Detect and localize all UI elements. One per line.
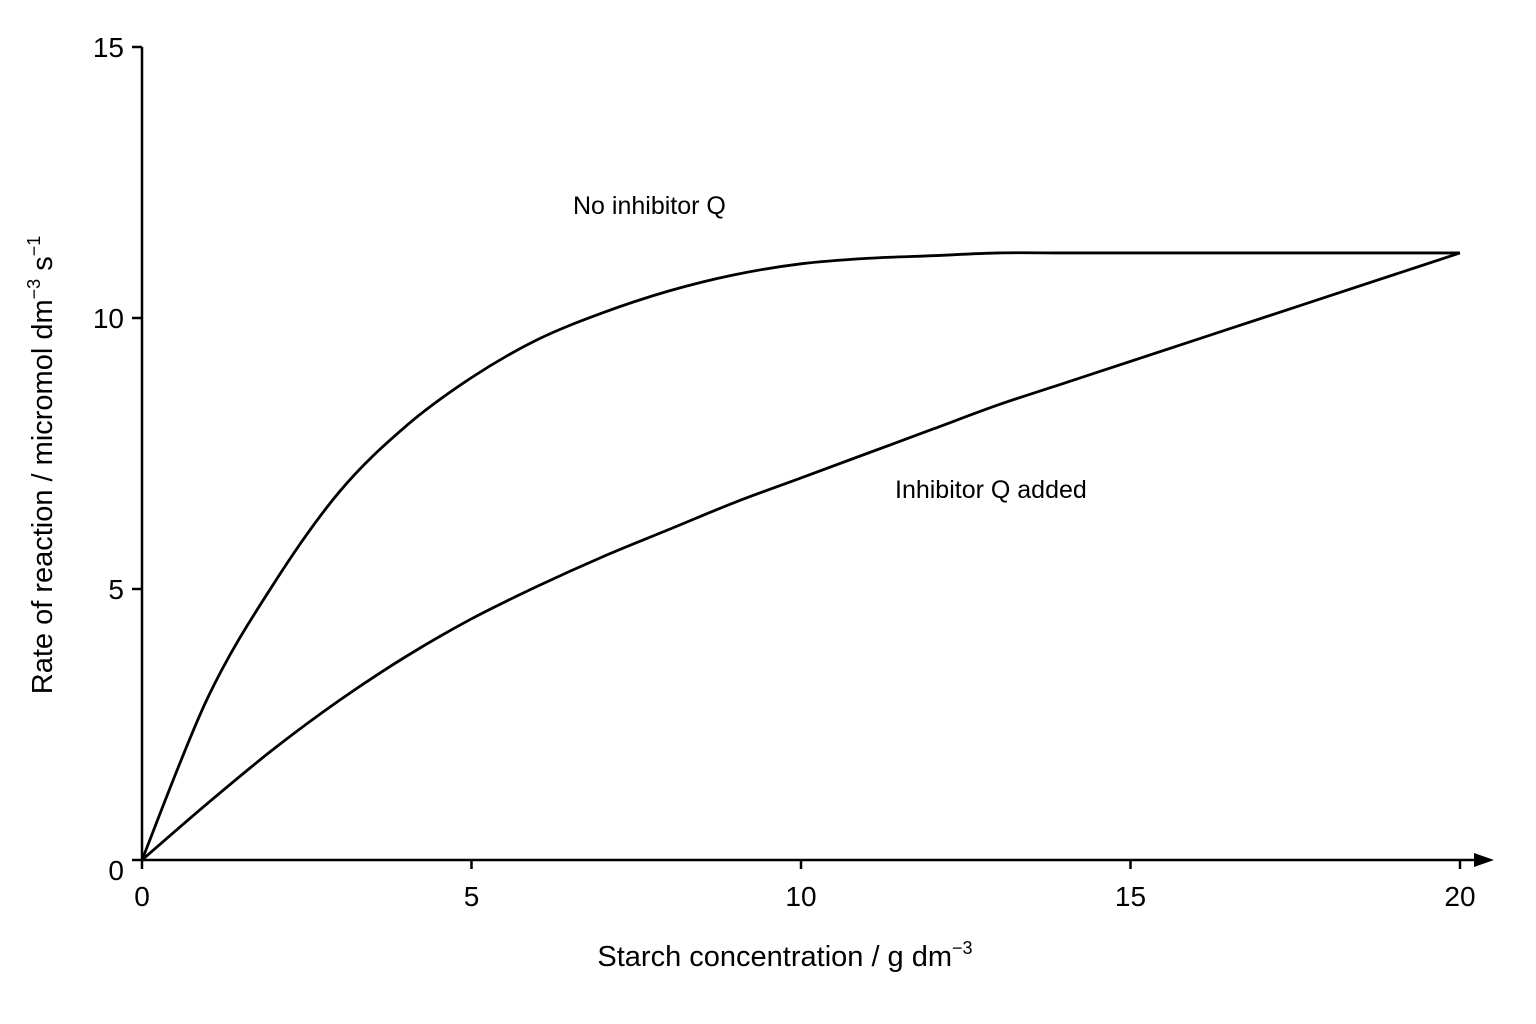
x-tick-label: 15 (1115, 881, 1146, 912)
x-axis-title-superscript: −3 (952, 938, 973, 958)
y-tick-label: 0 (108, 855, 124, 886)
y-axis-title-superscript-2: −1 (24, 236, 44, 257)
series-curves (140, 251, 1461, 862)
x-tick-label: 5 (464, 881, 480, 912)
x-ticks: 0 5 10 15 20 (134, 860, 1476, 912)
y-axis-title-unit: s (27, 256, 59, 279)
x-tick-label: 10 (785, 881, 816, 912)
y-tick-label: 15 (93, 32, 124, 63)
y-tick-label: 10 (93, 303, 124, 334)
x-axis-title: Starch concentration / g dm−3 (597, 938, 972, 973)
y-axis-title-main: Rate of reaction / micromol dm (27, 299, 59, 694)
x-tick-label: 0 (134, 881, 150, 912)
x-axis-title-main: Starch concentration / g dm (597, 941, 952, 973)
x-axis-arrowhead (1474, 853, 1494, 867)
y-axis-title-superscript-1: −3 (24, 279, 44, 300)
series-label-inhibitor-added: Inhibitor Q added (895, 476, 1087, 504)
series-label-no-inhibitor: No inhibitor Q (573, 192, 726, 220)
axes (140, 47, 1494, 867)
curve-no-inhibitor (140, 251, 1460, 861)
y-tick-label: 5 (108, 574, 124, 605)
y-ticks: 0 5 10 15 (93, 32, 142, 886)
y-axis-title: Rate of reaction / micromol dm−3 s−1 (24, 236, 59, 694)
x-tick-label: 20 (1444, 881, 1475, 912)
curve-inhibitor-added (141, 251, 1461, 862)
